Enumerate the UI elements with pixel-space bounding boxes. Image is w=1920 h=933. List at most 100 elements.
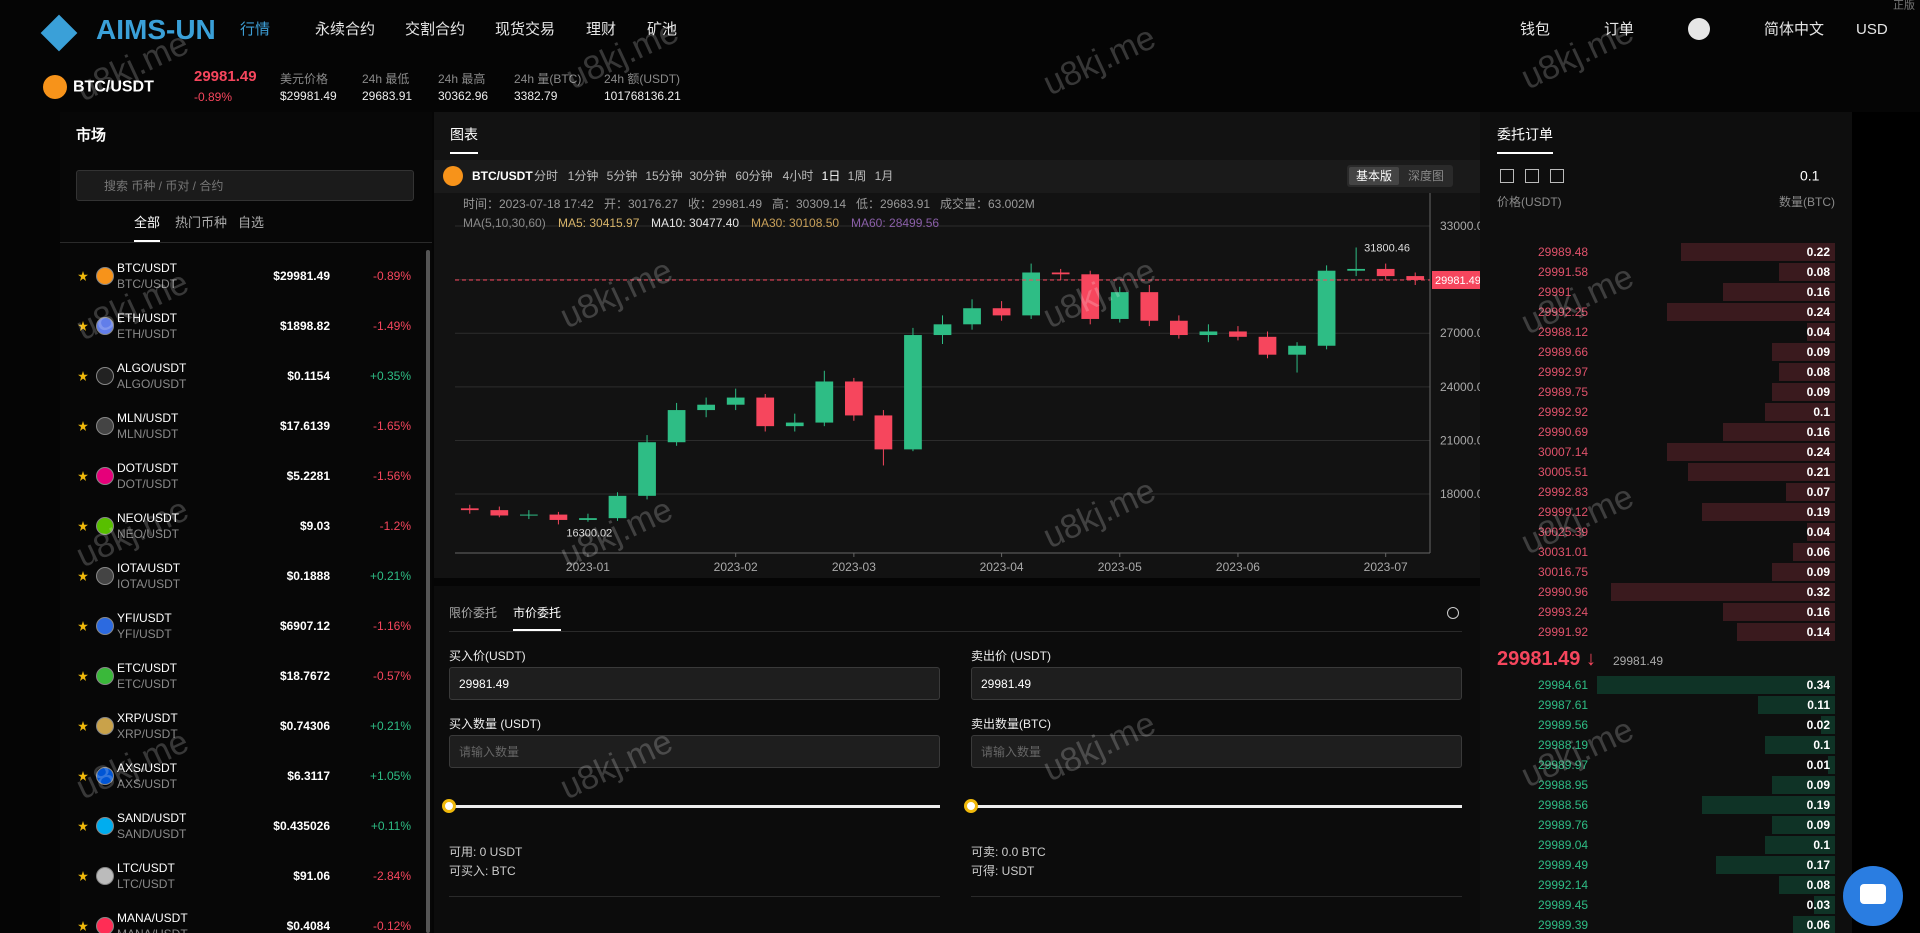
book-view-toggle[interactable]: [1500, 169, 1514, 183]
star-icon: [78, 521, 88, 531]
search-box[interactable]: [76, 170, 414, 201]
book-amount: 0.02: [1806, 717, 1830, 732]
market-sub: XRP/USDT: [117, 726, 178, 741]
market-row[interactable]: [60, 902, 426, 933]
slider-knob[interactable]: [964, 799, 978, 813]
market-price: $17.6139: [279, 418, 330, 433]
nav-item[interactable]: 矿池: [646, 21, 678, 38]
orders-menu[interactable]: 订单: [1604, 21, 1635, 38]
book-amount: 0.03: [1806, 897, 1830, 912]
mode-button[interactable]: 深度图: [1407, 168, 1445, 183]
interval-button[interactable]: 30分钟: [689, 168, 727, 183]
nav-item[interactable]: 交割合约: [404, 21, 466, 38]
nav-item[interactable]: 现货交易: [494, 21, 556, 38]
language-menu[interactable]: 简体中文: [1764, 21, 1825, 38]
market-row[interactable]: [60, 452, 426, 500]
market-row[interactable]: [60, 852, 426, 900]
ohlc-info: 低：29683.91: [856, 196, 931, 211]
star-icon: [78, 471, 88, 481]
book-amount: 0.09: [1806, 777, 1830, 792]
interval-button[interactable]: 60分钟: [735, 168, 773, 183]
market-tab[interactable]: 热门币种: [175, 215, 228, 231]
market-row[interactable]: [60, 252, 426, 300]
slider-track[interactable]: [449, 805, 940, 808]
help-icon[interactable]: [1447, 607, 1459, 619]
price-input[interactable]: [971, 667, 1462, 700]
book-amount: 0.06: [1806, 544, 1830, 559]
slider-knob[interactable]: [442, 799, 456, 813]
interval-button[interactable]: 1分钟: [567, 168, 599, 183]
market-tab[interactable]: 自选: [238, 215, 265, 231]
qty-input[interactable]: [449, 735, 940, 768]
market-row[interactable]: [60, 652, 426, 700]
candle-body: [490, 510, 509, 516]
ohlc-info: 成交量：63.002M: [940, 196, 1035, 211]
form-tab[interactable]: 限价委托: [449, 605, 498, 620]
mode-active: [1349, 167, 1399, 185]
orderbook-title: 委托订单: [1497, 126, 1553, 143]
interval-button[interactable]: 15分钟: [645, 168, 683, 183]
book-amount: 0.01: [1806, 757, 1830, 772]
book-price: 29992.83: [1538, 484, 1589, 499]
book-price: 29989.75: [1538, 384, 1589, 399]
interval-button[interactable]: 1月: [874, 168, 894, 183]
market-row[interactable]: [60, 502, 426, 550]
slider-track[interactable]: [971, 805, 1462, 808]
candle-body: [963, 308, 981, 325]
x-tick-label: 2023-06: [1216, 560, 1260, 574]
mode-button[interactable]: 基本版: [1355, 168, 1393, 183]
market-row[interactable]: [60, 602, 426, 650]
wallet-menu[interactable]: 钱包: [1520, 21, 1551, 38]
candle-body: [1406, 276, 1425, 280]
ma-info: MA60: 28499.56: [851, 215, 940, 230]
depth-bar: [1597, 676, 1835, 694]
avatar[interactable]: [1688, 18, 1710, 40]
star-icon: [78, 671, 88, 681]
logo-text[interactable]: AIMS-UN: [96, 14, 216, 46]
field-label: 卖出价 (USDT): [971, 648, 1051, 663]
depth-bar: [1688, 463, 1835, 481]
currency-menu[interactable]: USD: [1856, 21, 1888, 38]
interval-button[interactable]: 1周: [847, 168, 867, 183]
ticker-pair[interactable]: BTC/USDT: [73, 78, 154, 96]
qty-input[interactable]: [971, 735, 1462, 768]
market-bg: [60, 112, 432, 933]
market-row[interactable]: [60, 302, 426, 350]
book-view-toggle[interactable]: [1550, 169, 1564, 183]
depth-step[interactable]: 0.1: [1800, 167, 1820, 184]
book-price: 29990.69: [1538, 424, 1589, 439]
interval-button[interactable]: 1日: [821, 168, 841, 183]
interval-button[interactable]: 4小时: [782, 168, 814, 183]
book-price: 29987.61: [1538, 697, 1589, 712]
qty-placeholder: 请输入数量: [459, 744, 520, 759]
chart-tab[interactable]: 图表: [450, 126, 478, 143]
price-input[interactable]: [449, 667, 940, 700]
y-tick-label: 18000.00: [1440, 487, 1480, 501]
market-price: $0.1154: [287, 368, 330, 383]
market-pair: YFI/USDT: [117, 610, 172, 625]
market-tab[interactable]: 全部: [134, 215, 161, 231]
market-title: 市场: [76, 127, 107, 144]
toolbar-pair: BTC/USDT: [472, 168, 533, 183]
depth-bar: [1702, 796, 1835, 814]
book-price: 29989.66: [1538, 344, 1589, 359]
nav-item[interactable]: 理财: [585, 21, 617, 38]
coin-icon: [96, 867, 114, 885]
candle-body: [608, 495, 627, 519]
market-pair: ALGO/USDT: [117, 360, 187, 375]
x-tick-label: 2023-05: [1098, 560, 1142, 574]
market-row[interactable]: [60, 402, 426, 450]
coin-icon: [96, 567, 114, 585]
book-amount: 0.06: [1806, 917, 1830, 932]
book-price: 30005.51: [1538, 464, 1589, 479]
nav-item[interactable]: 行情: [239, 21, 271, 38]
column-header: 价格(USDT): [1497, 194, 1562, 209]
nav-item[interactable]: 永续合约: [314, 21, 376, 38]
book-amount: 0.16: [1806, 604, 1830, 619]
high-annotation: 31800.46: [1364, 242, 1410, 254]
book-view-toggle[interactable]: [1525, 169, 1539, 183]
form-tab[interactable]: 市价委托: [513, 605, 562, 620]
market-change: +0.11%: [370, 818, 411, 833]
interval-button[interactable]: 分时: [533, 168, 559, 183]
interval-button[interactable]: 5分钟: [606, 168, 638, 183]
